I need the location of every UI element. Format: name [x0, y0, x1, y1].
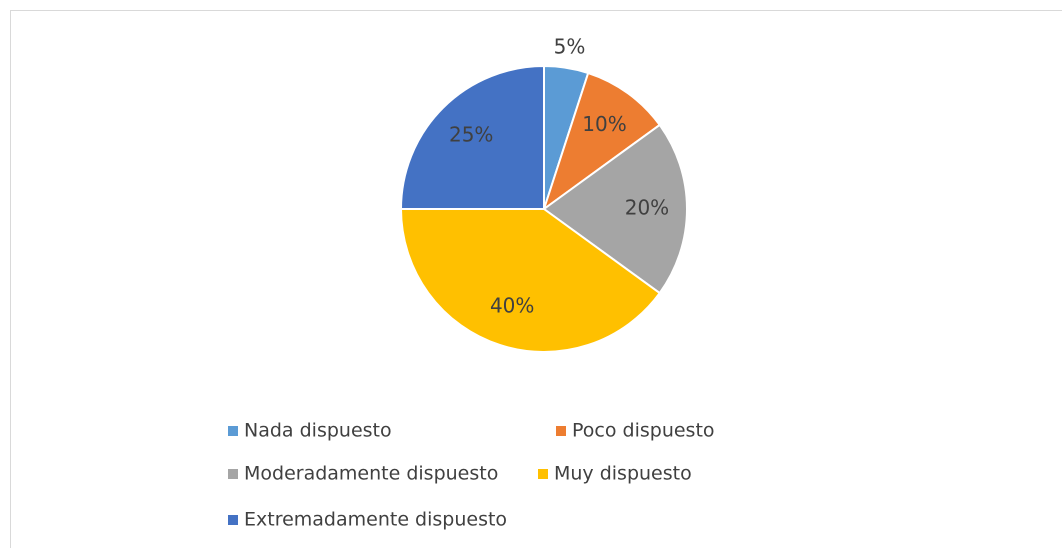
legend-marker [556, 426, 566, 436]
legend-marker [228, 515, 238, 525]
legend-marker [538, 469, 548, 479]
data-label: 10% [582, 112, 626, 136]
legend-label: Extremadamente dispuesto [244, 509, 507, 531]
data-label: 5% [554, 34, 586, 58]
data-label: 40% [490, 293, 534, 317]
legend-label: Moderadamente dispuesto [244, 463, 498, 485]
legend-marker [228, 426, 238, 436]
legend-label: Muy dispuesto [554, 463, 692, 485]
legend-label: Poco dispuesto [572, 420, 715, 442]
data-label: 20% [625, 196, 669, 220]
data-label: 25% [449, 123, 493, 147]
legend-marker [228, 469, 238, 479]
legend-label: Nada dispuesto [244, 420, 392, 442]
